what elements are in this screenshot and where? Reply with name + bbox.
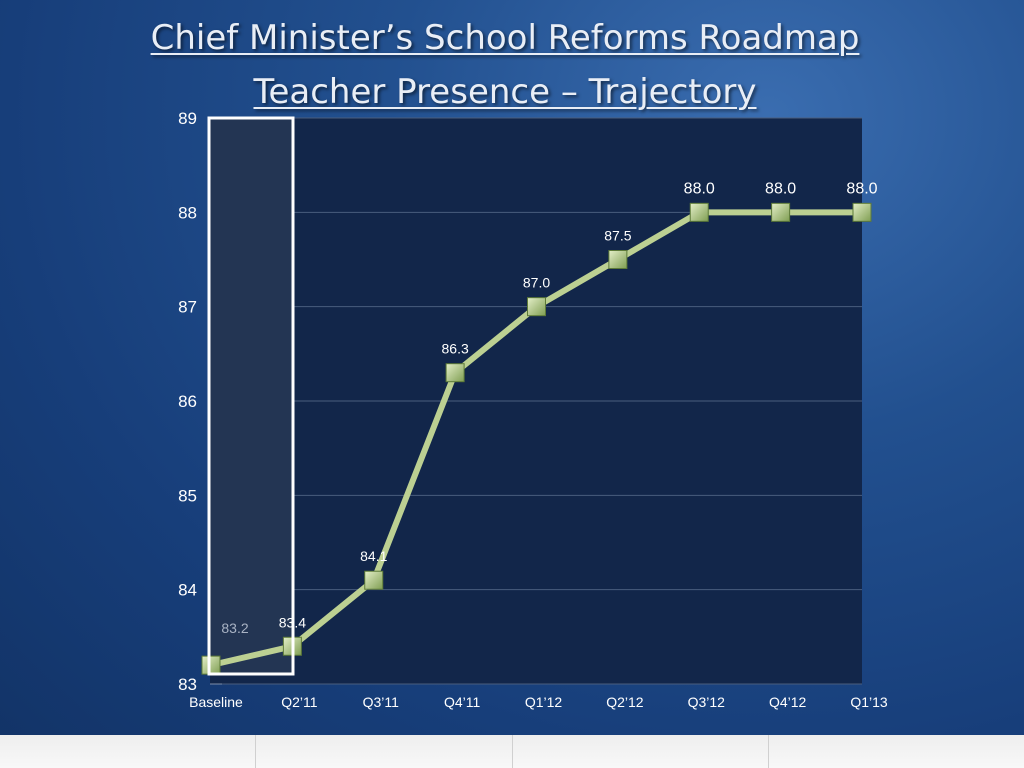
- data-label: 88.0: [684, 180, 715, 197]
- data-point-marker: [201, 655, 221, 675]
- y-tick-label: 87: [178, 298, 197, 317]
- y-tick-label: 88: [178, 203, 197, 222]
- footer-bar: [0, 735, 1024, 768]
- baseline-highlight-box: [207, 116, 295, 676]
- y-tick-label: 83: [178, 675, 197, 694]
- data-point-marker: [689, 202, 709, 222]
- x-axis-ticks: Baseline Q2’11 Q3’11 Q4’11 Q1’12 Q2’12 Q3’12 Q4…: [189, 694, 888, 710]
- data-labels: 83.2 83.484.186.387.087.588.0 88.0 88.0: [221, 180, 877, 636]
- x-tick-label: Q2’11: [281, 694, 318, 710]
- title-line-1: Chief Minister’s School Reforms Roadmap: [150, 18, 860, 58]
- y-tick-label: 85: [178, 486, 197, 505]
- data-label: 83.2: [221, 620, 248, 636]
- x-tick-label: Q3’12: [688, 694, 726, 710]
- data-point-marker: [364, 570, 384, 590]
- footer-cell: [256, 735, 513, 768]
- x-tick-label: Q3’11: [363, 694, 400, 710]
- y-axis-ticks: 83 84 85 86 87 88 89: [178, 109, 197, 694]
- x-tick-label: Q1’13: [850, 694, 888, 710]
- x-tick-label: Q4’12: [769, 694, 807, 710]
- data-point-marker: [608, 250, 628, 269]
- data-label: 87.5: [604, 228, 631, 244]
- data-point-marker: [445, 363, 465, 383]
- data-label: 84.1: [360, 548, 387, 564]
- line-chart: 83 84 85 86 87 88 89 Baseline Q2’11 Q3’11 Q4’11 Q1…: [178, 109, 888, 710]
- x-tick-label: Q1’12: [525, 694, 563, 710]
- footer-cell: [513, 735, 769, 768]
- footer-cell: [769, 735, 1024, 768]
- y-tick-label: 89: [178, 109, 197, 128]
- data-point-marker: [852, 202, 872, 222]
- data-label: 88.0: [765, 180, 796, 197]
- footer-cell: [0, 735, 257, 768]
- title-line-2: Teacher Presence – Trajectory: [253, 72, 757, 112]
- data-label: 88.0: [846, 180, 877, 197]
- y-tick-label: 84: [178, 581, 197, 600]
- data-label: 86.3: [442, 341, 469, 357]
- baseline-shade: [209, 118, 293, 674]
- x-tick-label: Q4’11: [444, 694, 481, 710]
- x-tick-label: Q2’12: [606, 694, 644, 710]
- x-tick-label: Baseline: [189, 694, 243, 710]
- y-tick-label: 86: [178, 392, 197, 411]
- data-point-marker: [771, 202, 791, 222]
- series-markers: [201, 202, 872, 675]
- data-label: 87.0: [523, 275, 550, 291]
- data-point-marker: [527, 297, 546, 317]
